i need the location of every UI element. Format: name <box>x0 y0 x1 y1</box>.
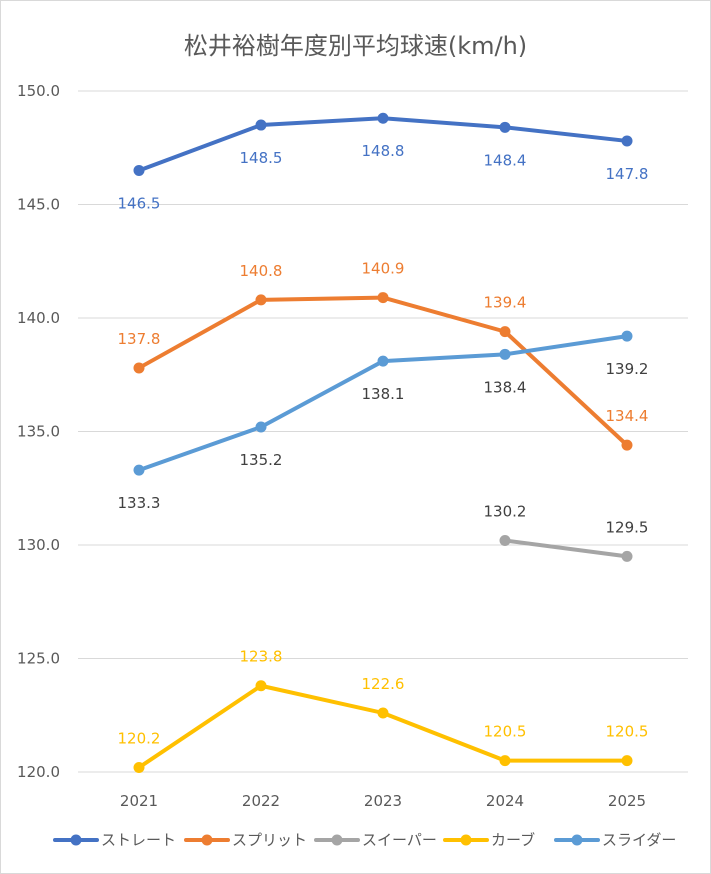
data-label: 134.4 <box>606 407 649 425</box>
series-line <box>137 295 629 448</box>
y-tick-label: 135.0 <box>17 423 60 441</box>
y-tick-label: 145.0 <box>17 196 60 214</box>
legend-label: スイーパー <box>362 831 437 849</box>
legend-marker <box>70 834 82 846</box>
data-point <box>499 534 511 546</box>
series-line <box>503 538 629 559</box>
data-label: 138.1 <box>362 385 405 403</box>
data-point <box>133 362 145 374</box>
data-point <box>377 292 389 304</box>
data-point <box>621 439 633 451</box>
data-label: 148.8 <box>362 142 405 160</box>
data-label: 133.3 <box>118 494 161 512</box>
data-label: 120.5 <box>606 723 649 741</box>
data-point <box>621 550 633 562</box>
data-point <box>255 119 267 131</box>
data-point <box>499 121 511 133</box>
series-line <box>137 683 629 770</box>
data-point <box>133 464 145 476</box>
x-tick-label: 2024 <box>486 792 524 810</box>
data-label: 122.6 <box>362 675 405 693</box>
data-label: 135.2 <box>240 451 283 469</box>
data-point <box>621 755 633 767</box>
data-label: 120.5 <box>484 723 527 741</box>
data-point <box>255 421 267 433</box>
legend-marker <box>460 834 472 846</box>
data-label: 148.5 <box>240 149 283 167</box>
data-label: 137.8 <box>118 330 161 348</box>
data-point <box>621 330 633 342</box>
data-label: 146.5 <box>118 194 161 212</box>
data-label: 129.5 <box>606 518 649 536</box>
legend-label: カーブ <box>491 831 535 849</box>
x-tick-label: 2021 <box>120 792 158 810</box>
data-point <box>133 164 145 176</box>
y-tick-label: 125.0 <box>17 650 60 668</box>
chart-title: 松井裕樹年度別平均球速(km/h) <box>183 32 528 60</box>
data-label: 120.2 <box>118 729 161 747</box>
legend-label: ストレート <box>101 831 176 849</box>
data-point <box>499 755 511 767</box>
y-tick-label: 120.0 <box>17 763 60 781</box>
data-point <box>133 761 145 773</box>
y-tick-label: 150.0 <box>17 82 60 100</box>
data-point <box>255 680 267 692</box>
x-tick-label: 2023 <box>364 792 402 810</box>
data-point <box>499 348 511 360</box>
x-tick-label: 2025 <box>608 792 646 810</box>
data-point <box>621 135 633 147</box>
data-label: 147.8 <box>606 165 649 183</box>
data-label: 139.4 <box>484 294 527 312</box>
data-label: 130.2 <box>484 502 527 520</box>
data-label: 139.2 <box>606 360 649 378</box>
data-label: 140.8 <box>240 262 283 280</box>
data-point <box>377 707 389 719</box>
x-tick-label: 2022 <box>242 792 280 810</box>
data-point <box>255 294 267 306</box>
legend-marker <box>331 834 343 846</box>
data-point <box>499 326 511 338</box>
data-label: 148.4 <box>484 151 527 169</box>
data-label: 140.9 <box>362 260 405 278</box>
y-tick-label: 140.0 <box>17 309 60 327</box>
data-label: 123.8 <box>240 648 283 666</box>
y-tick-label: 130.0 <box>17 536 60 554</box>
data-point <box>377 112 389 124</box>
legend-marker <box>571 834 583 846</box>
legend-label: スライダー <box>602 831 676 849</box>
data-point <box>377 355 389 367</box>
data-label: 138.4 <box>484 378 527 396</box>
legend-label: スプリット <box>232 831 307 849</box>
legend-marker <box>201 834 213 846</box>
